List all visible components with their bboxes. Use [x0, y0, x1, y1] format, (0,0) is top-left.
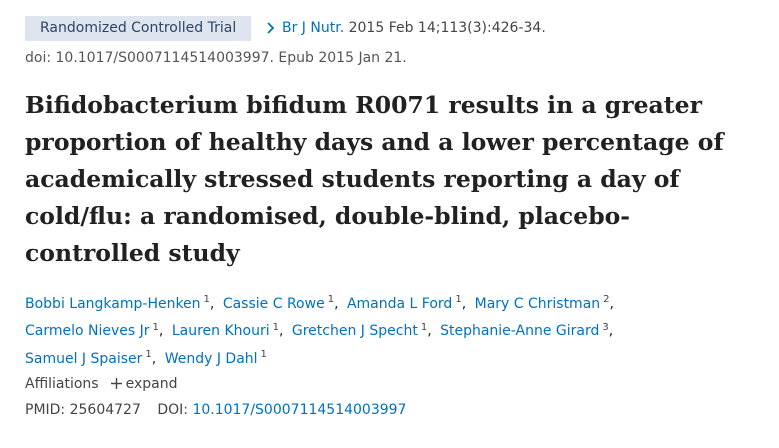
pmid: 25604727: [69, 402, 141, 418]
author: Lauren Khouri 1: [171, 321, 288, 340]
affiliation-number[interactable]: 1: [203, 294, 210, 305]
affiliation-number[interactable]: 2: [603, 294, 610, 305]
expand-toggle[interactable]: expand: [125, 376, 178, 392]
author-name[interactable]: Wendy J Dahl: [164, 350, 258, 367]
affiliation-number[interactable]: 1: [152, 321, 159, 333]
doi-link[interactable]: 10.1017/S0007114514003997: [192, 402, 407, 418]
chevron-icon: [267, 22, 275, 34]
pmid-label: PMID:: [25, 402, 66, 418]
plus-icon[interactable]: [110, 378, 122, 389]
author-name[interactable]: Cassie C Rowe: [222, 295, 325, 312]
author: Gretchen J Specht 1: [291, 321, 436, 340]
affiliations: Affiliations expand: [25, 373, 177, 395]
affiliation-number[interactable]: 3: [602, 321, 609, 333]
affiliation-number[interactable]: 1: [420, 321, 428, 333]
author-name[interactable]: Mary C Christman: [474, 295, 601, 312]
affiliation-number[interactable]: 1: [455, 294, 462, 305]
affiliations-label: Affiliations: [25, 376, 99, 392]
affiliation-number[interactable]: 1: [272, 321, 279, 333]
author-name[interactable]: Lauren Khouri: [171, 323, 270, 340]
identifiers: PMID: 25604727 DOI: 10.1017/S00071145140…: [25, 399, 406, 421]
citation: Br J Nutr. 2015 Feb 14;113(3):426-34.: [266, 16, 546, 41]
author: Carmelo Nieves Jr 1: [25, 321, 167, 340]
author-name[interactable]: Carmelo Nieves Jr: [25, 323, 150, 340]
doi-line: doi: 10.1017/S0007114514003997. Epub 201…: [25, 50, 407, 66]
author: Mary C Christman 2: [474, 294, 618, 312]
author-name[interactable]: Bobbi Langkamp-Henken: [25, 295, 201, 312]
article-title: Bifidobacterium bifidum R0071 results in…: [25, 91, 724, 267]
author: Wendy J Dahl 1: [164, 349, 267, 367]
author-name[interactable]: Stephanie-Anne Girard: [440, 323, 600, 340]
author: Samuel J Spaiser 1: [25, 349, 160, 367]
author: Bobbi Langkamp-Henken 1: [25, 294, 218, 312]
author-name[interactable]: Amanda L Ford: [346, 295, 453, 312]
author: Stephanie-Anne Girard 3: [440, 321, 617, 340]
doi-label: DOI:: [157, 402, 188, 418]
journal-link[interactable]: Br J Nutr.: [282, 20, 345, 36]
author: Amanda L Ford 1: [346, 294, 470, 312]
author: Cassie C Rowe 1: [222, 294, 343, 312]
citation-details: 2015 Feb 14;113(3):426-34.: [348, 20, 546, 36]
affiliation-number[interactable]: 1: [327, 294, 335, 305]
affiliation-number[interactable]: 1: [260, 349, 267, 361]
publication-type-badge[interactable]: Randomized Controlled Trial: [25, 16, 252, 41]
author-name[interactable]: Samuel J Spaiser: [25, 350, 143, 367]
affiliation-number[interactable]: 1: [145, 349, 152, 361]
author-name[interactable]: Gretchen J Specht: [291, 323, 418, 340]
